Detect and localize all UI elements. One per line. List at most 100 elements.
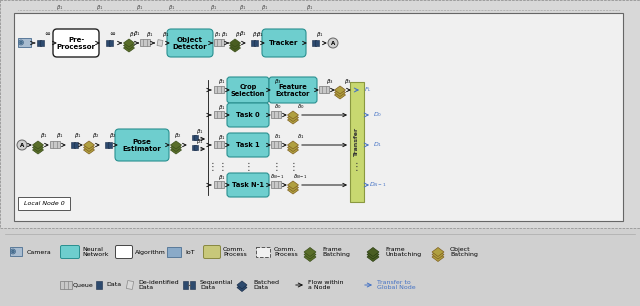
Circle shape <box>10 249 15 254</box>
Bar <box>8 8 632 221</box>
Text: $\beta_1$: $\beta_1$ <box>239 28 247 38</box>
Text: Data: Data <box>106 282 121 288</box>
Text: $\beta_1$: $\beta_1$ <box>162 29 170 39</box>
Text: $D_{N-1}$: $D_{N-1}$ <box>369 181 387 189</box>
Polygon shape <box>33 144 44 151</box>
Text: $\beta_1$: $\beta_1$ <box>146 29 154 39</box>
Polygon shape <box>237 283 247 292</box>
Polygon shape <box>287 141 298 149</box>
Text: Object
Batching: Object Batching <box>450 247 478 257</box>
Bar <box>60 281 72 289</box>
Bar <box>271 141 281 148</box>
Polygon shape <box>304 252 316 262</box>
Text: Batched
Data: Batched Data <box>253 280 279 290</box>
Bar <box>126 281 134 289</box>
Bar <box>106 40 109 46</box>
Text: $D_0$: $D_0$ <box>373 110 383 119</box>
Bar <box>256 247 270 257</box>
Text: $\beta_1$: $\beta_1$ <box>96 2 104 12</box>
Polygon shape <box>170 144 182 151</box>
Bar <box>108 142 111 148</box>
Text: Transfer to
Global Node: Transfer to Global Node <box>377 280 415 290</box>
Polygon shape <box>170 146 182 154</box>
Bar <box>3 2 637 226</box>
Bar <box>50 141 60 148</box>
Bar <box>70 142 74 148</box>
Bar <box>214 111 224 118</box>
Bar <box>192 135 196 140</box>
Bar <box>214 39 224 46</box>
FancyBboxPatch shape <box>115 245 132 259</box>
Text: $\beta_2$: $\beta_2$ <box>174 130 182 140</box>
Polygon shape <box>124 44 134 52</box>
Bar <box>14 13 623 221</box>
Text: $\beta_1$: $\beta_1$ <box>218 173 226 181</box>
Bar <box>271 181 281 188</box>
Bar <box>312 40 316 46</box>
Bar <box>192 144 196 150</box>
Text: Object
Detector: Object Detector <box>173 36 207 50</box>
Bar <box>253 40 257 46</box>
Text: Neural
Network: Neural Network <box>82 247 109 257</box>
Text: $\beta_1$: $\beta_1$ <box>218 76 226 85</box>
Polygon shape <box>432 248 444 256</box>
FancyBboxPatch shape <box>61 245 79 259</box>
Polygon shape <box>432 250 444 259</box>
Text: $\beta_1$: $\beta_1$ <box>218 103 226 111</box>
Bar <box>214 141 224 148</box>
Bar <box>183 281 188 289</box>
Polygon shape <box>287 184 298 192</box>
Polygon shape <box>287 114 298 121</box>
Bar <box>96 281 102 289</box>
Text: $\infty$: $\infty$ <box>44 31 52 37</box>
Text: De-identified
Data: De-identified Data <box>138 280 179 290</box>
Text: $\delta_{N-1}$: $\delta_{N-1}$ <box>294 173 308 181</box>
FancyBboxPatch shape <box>269 77 317 103</box>
Text: Camera: Camera <box>27 249 52 255</box>
Text: Task 1: Task 1 <box>236 142 260 148</box>
Polygon shape <box>304 248 316 256</box>
Bar <box>319 86 329 93</box>
Text: $\delta_0$: $\delta_0$ <box>297 103 305 111</box>
Text: $\delta_0$: $\delta_0$ <box>274 103 282 111</box>
Circle shape <box>17 140 27 150</box>
Polygon shape <box>335 88 346 96</box>
Bar <box>314 40 319 46</box>
Text: Frame
Unbatching: Frame Unbatching <box>385 247 421 257</box>
FancyBboxPatch shape <box>227 173 269 197</box>
Circle shape <box>12 250 14 253</box>
Bar <box>74 142 77 148</box>
Text: Algorithm: Algorithm <box>135 249 166 255</box>
Text: $\delta_1$: $\delta_1$ <box>275 132 282 141</box>
Polygon shape <box>83 144 95 151</box>
Text: $\beta_1$: $\beta_1$ <box>261 2 269 12</box>
Polygon shape <box>230 39 241 47</box>
Text: Crop
Selection: Crop Selection <box>231 84 265 96</box>
Text: $\beta_1$: $\beta_1$ <box>56 2 64 12</box>
Text: Tracker: Tracker <box>269 40 299 46</box>
Polygon shape <box>287 116 298 124</box>
Text: Pre-
Processor: Pre- Processor <box>56 36 95 50</box>
Bar <box>10 10 630 218</box>
Bar <box>195 144 198 150</box>
Polygon shape <box>287 186 298 194</box>
FancyBboxPatch shape <box>115 129 169 161</box>
Bar <box>140 39 150 46</box>
Bar <box>350 82 364 202</box>
Text: $D_1$: $D_1$ <box>373 140 383 149</box>
Text: $\delta_{N-1}$: $\delta_{N-1}$ <box>271 173 285 181</box>
Polygon shape <box>367 250 379 259</box>
FancyBboxPatch shape <box>167 29 213 57</box>
Text: $\beta_1$: $\beta_1$ <box>74 130 82 140</box>
Polygon shape <box>335 91 346 99</box>
Text: Queue: Queue <box>73 282 93 288</box>
Text: Task N-1: Task N-1 <box>232 182 264 188</box>
Bar <box>214 181 224 188</box>
Polygon shape <box>304 250 316 259</box>
Bar <box>157 39 163 47</box>
Polygon shape <box>33 146 44 154</box>
Text: $\beta_1$: $\beta_1$ <box>218 132 226 141</box>
Text: $\beta_1$: $\beta_1$ <box>214 29 221 39</box>
Text: Task 0: Task 0 <box>236 112 260 118</box>
Text: ⋮: ⋮ <box>351 162 361 172</box>
